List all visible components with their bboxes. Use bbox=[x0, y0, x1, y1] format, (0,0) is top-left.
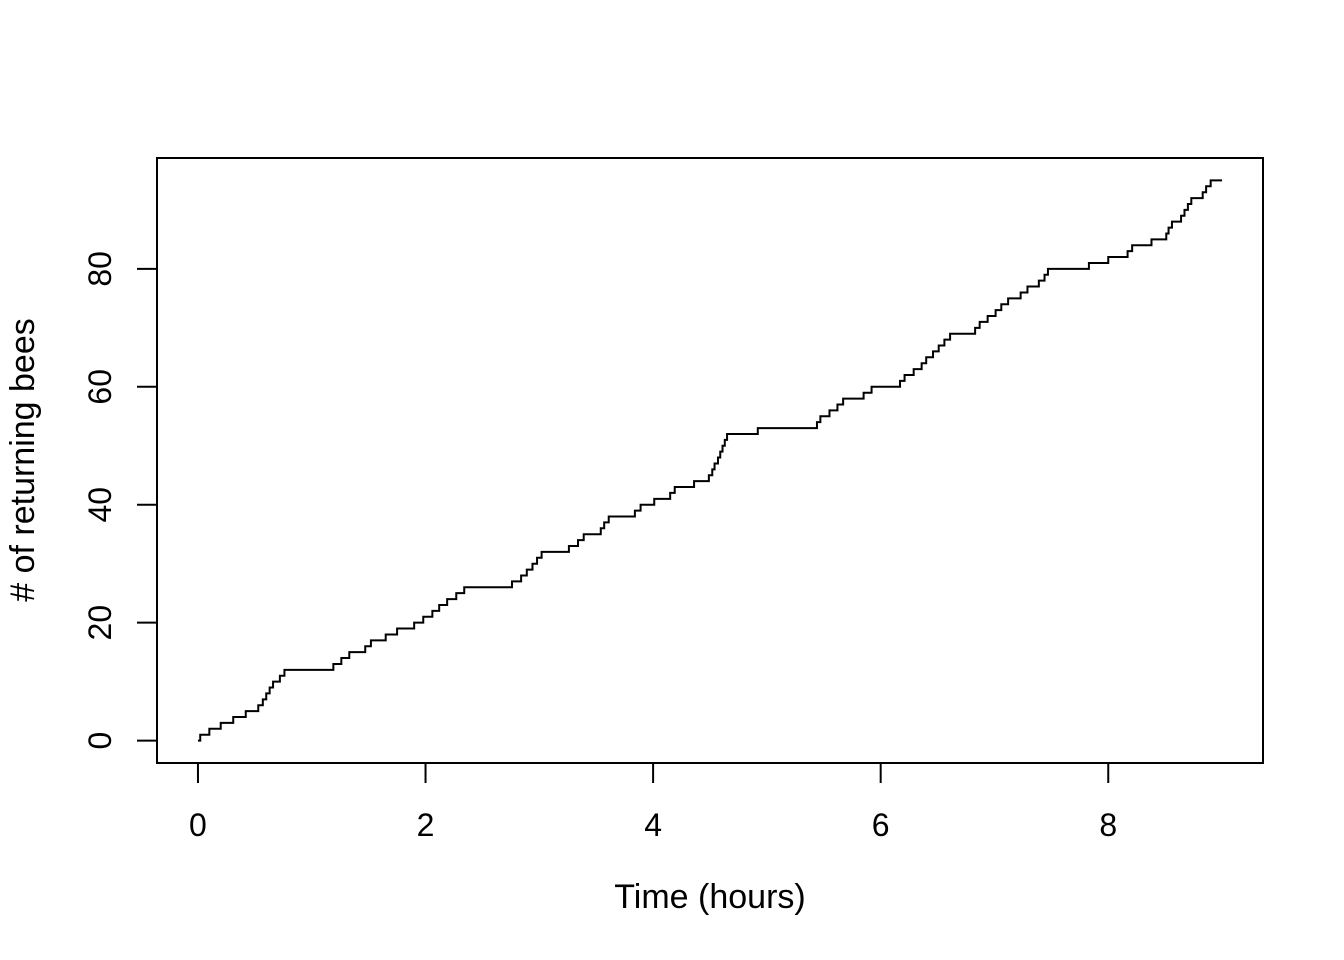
x-axis-title: Time (hours) bbox=[614, 878, 805, 916]
x-axis: 0 2 4 6 8 bbox=[189, 763, 1117, 843]
y-axis-title: # of returning bees bbox=[4, 318, 42, 602]
y-axis: 0 20 40 60 80 bbox=[82, 251, 157, 749]
x-tick-label: 8 bbox=[1099, 807, 1117, 843]
y-tick-label: 80 bbox=[82, 251, 118, 287]
y-tick-label: 0 bbox=[82, 732, 118, 750]
step-line bbox=[197, 179, 1223, 742]
y-tick-label: 60 bbox=[82, 369, 118, 405]
x-tick-label: 2 bbox=[417, 807, 435, 843]
x-tick-label: 0 bbox=[189, 807, 207, 843]
y-tick-label: 20 bbox=[82, 605, 118, 641]
plot-box bbox=[156, 157, 1264, 764]
x-tick-label: 6 bbox=[872, 807, 890, 843]
y-tick-label: 40 bbox=[82, 487, 118, 523]
x-tick-label: 4 bbox=[644, 807, 662, 843]
